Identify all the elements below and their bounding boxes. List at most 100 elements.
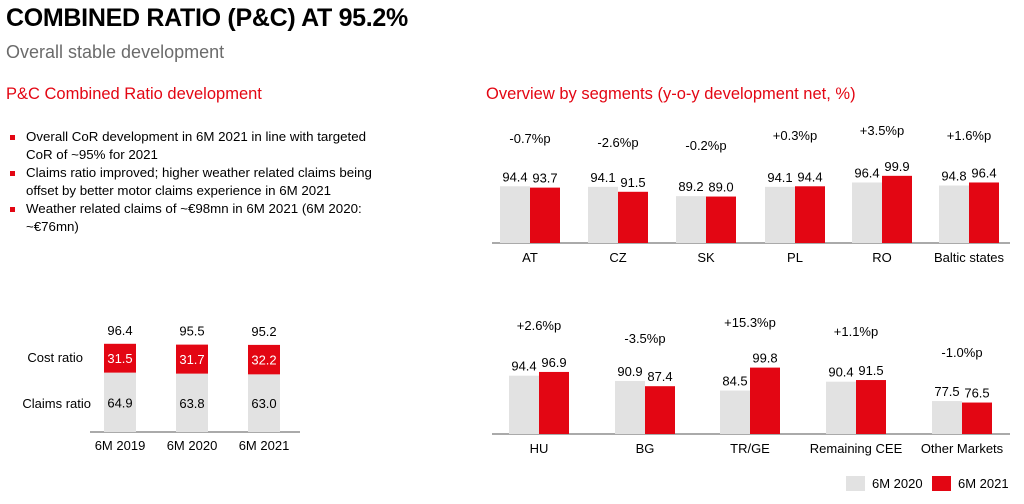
claims-value-label: 63.8 bbox=[179, 396, 204, 411]
series-label-cost: Cost ratio bbox=[27, 350, 83, 365]
bar-6m-2021 bbox=[882, 175, 912, 243]
cost-value-label: 32.2 bbox=[251, 353, 276, 368]
cost-bar bbox=[176, 344, 208, 374]
value-label-2021: 96.4 bbox=[971, 165, 996, 180]
category-label: 6M 2021 bbox=[239, 438, 290, 453]
yoy-delta-label: -0.7%p bbox=[509, 131, 550, 146]
yoy-delta-label: -2.6%p bbox=[597, 135, 638, 150]
value-label-2021: 99.9 bbox=[884, 159, 909, 174]
bar-6m-2021 bbox=[618, 191, 648, 243]
claims-bar bbox=[176, 373, 208, 432]
bar-6m-2020 bbox=[676, 196, 706, 243]
page-title: COMBINED RATIO (P&C) AT 95.2% bbox=[6, 4, 408, 32]
category-label: SK bbox=[697, 250, 715, 265]
value-label-2020: 94.4 bbox=[511, 359, 536, 374]
bar-6m-2021 bbox=[645, 386, 675, 434]
bar-6m-2021 bbox=[962, 402, 992, 434]
value-label-2020: 94.1 bbox=[590, 170, 615, 185]
cost-bar bbox=[104, 343, 136, 373]
page-subtitle: Overall stable development bbox=[6, 42, 225, 62]
value-label-2021: 76.5 bbox=[964, 386, 989, 401]
claims-bar bbox=[248, 374, 280, 432]
yoy-delta-label: +1.6%p bbox=[947, 128, 991, 143]
claims-bar bbox=[104, 372, 136, 432]
value-label-2020: 84.5 bbox=[722, 374, 747, 389]
value-label-2021: 94.4 bbox=[797, 169, 822, 184]
value-label-2020: 96.4 bbox=[854, 165, 879, 180]
value-label-2021: 87.4 bbox=[647, 369, 672, 384]
cost-value-label: 31.7 bbox=[179, 352, 204, 367]
value-label-2020: 90.4 bbox=[828, 365, 853, 380]
bar-6m-2021 bbox=[539, 371, 569, 434]
value-label-2020: 94.1 bbox=[767, 170, 792, 185]
category-label: RO bbox=[872, 250, 892, 265]
bullet-item: Claims ratio improved; higher weather re… bbox=[10, 164, 390, 200]
value-label-2020: 77.5 bbox=[934, 384, 959, 399]
bullet-item: Overall CoR development in 6M 2021 in li… bbox=[10, 128, 390, 164]
yoy-delta-label: +15.3%p bbox=[724, 315, 776, 330]
cost-bar bbox=[248, 344, 280, 375]
yoy-delta-label: +1.1%p bbox=[834, 324, 878, 339]
value-label-2021: 91.5 bbox=[620, 175, 645, 190]
category-label: Remaining CEE bbox=[810, 441, 903, 456]
bullet-item: Weather related claims of ~€98mn in 6M 2… bbox=[10, 200, 390, 236]
value-label-2021: 96.9 bbox=[541, 355, 566, 370]
bar-6m-2021 bbox=[750, 367, 780, 434]
bar-6m-2020 bbox=[932, 401, 962, 434]
segments-overview-heading: Overview by segments (y-o-y development … bbox=[486, 85, 856, 103]
category-label: PL bbox=[787, 250, 803, 265]
legend-item-2021: 6M 2021 bbox=[932, 476, 1009, 491]
total-value-label: 95.2 bbox=[251, 324, 276, 339]
bar-6m-2020 bbox=[852, 182, 882, 243]
bar-6m-2020 bbox=[615, 380, 645, 434]
category-label: 6M 2020 bbox=[167, 438, 218, 453]
yoy-delta-label: +3.5%p bbox=[860, 123, 904, 138]
yoy-delta-label: -3.5%p bbox=[624, 331, 665, 346]
bar-6m-2020 bbox=[939, 185, 969, 243]
yoy-delta-label: -0.2%p bbox=[685, 138, 726, 153]
bar-6m-2020 bbox=[588, 186, 618, 243]
bar-6m-2020 bbox=[765, 186, 795, 243]
yoy-delta-label: +2.6%p bbox=[517, 318, 561, 333]
category-label: CZ bbox=[609, 250, 626, 265]
value-label-2021: 91.5 bbox=[858, 363, 883, 378]
legend-swatch-2020 bbox=[846, 476, 865, 491]
series-label-claims: Claims ratio bbox=[22, 396, 91, 411]
bullet-list: Overall CoR development in 6M 2021 in li… bbox=[10, 128, 390, 236]
value-label-2021: 99.8 bbox=[752, 351, 777, 366]
legend-swatch-2021 bbox=[932, 476, 951, 491]
bar-6m-2020 bbox=[826, 381, 856, 434]
value-label-2021: 93.7 bbox=[532, 171, 557, 186]
value-label-2020: 94.4 bbox=[502, 169, 527, 184]
category-label: AT bbox=[522, 250, 538, 265]
total-value-label: 95.5 bbox=[179, 324, 204, 339]
bar-6m-2021 bbox=[795, 186, 825, 243]
bar-6m-2021 bbox=[530, 187, 560, 243]
cost-value-label: 31.5 bbox=[107, 351, 132, 366]
value-label-2020: 94.8 bbox=[941, 169, 966, 184]
legend-label-2020: 6M 2020 bbox=[872, 476, 923, 491]
bar-6m-2021 bbox=[856, 380, 886, 434]
category-label: Baltic states bbox=[934, 250, 1005, 265]
category-label: 6M 2019 bbox=[95, 438, 146, 453]
value-label-2020: 89.2 bbox=[678, 179, 703, 194]
cor-development-heading: P&C Combined Ratio development bbox=[6, 85, 262, 103]
bar-6m-2020 bbox=[720, 390, 750, 434]
category-label: BG bbox=[636, 441, 655, 456]
total-value-label: 96.4 bbox=[107, 323, 132, 338]
category-label: TR/GE bbox=[730, 441, 770, 456]
yoy-delta-label: -1.0%p bbox=[941, 345, 982, 360]
bar-6m-2020 bbox=[500, 186, 530, 243]
legend-label-2021: 6M 2021 bbox=[958, 476, 1009, 491]
claims-value-label: 64.9 bbox=[107, 395, 132, 410]
bar-6m-2021 bbox=[706, 196, 736, 243]
legend-item-2020: 6M 2020 bbox=[846, 476, 923, 491]
claims-value-label: 63.0 bbox=[251, 396, 276, 411]
bar-6m-2021 bbox=[969, 182, 999, 243]
bar-6m-2020 bbox=[509, 375, 539, 434]
yoy-delta-label: +0.3%p bbox=[773, 128, 817, 143]
category-label: HU bbox=[530, 441, 549, 456]
